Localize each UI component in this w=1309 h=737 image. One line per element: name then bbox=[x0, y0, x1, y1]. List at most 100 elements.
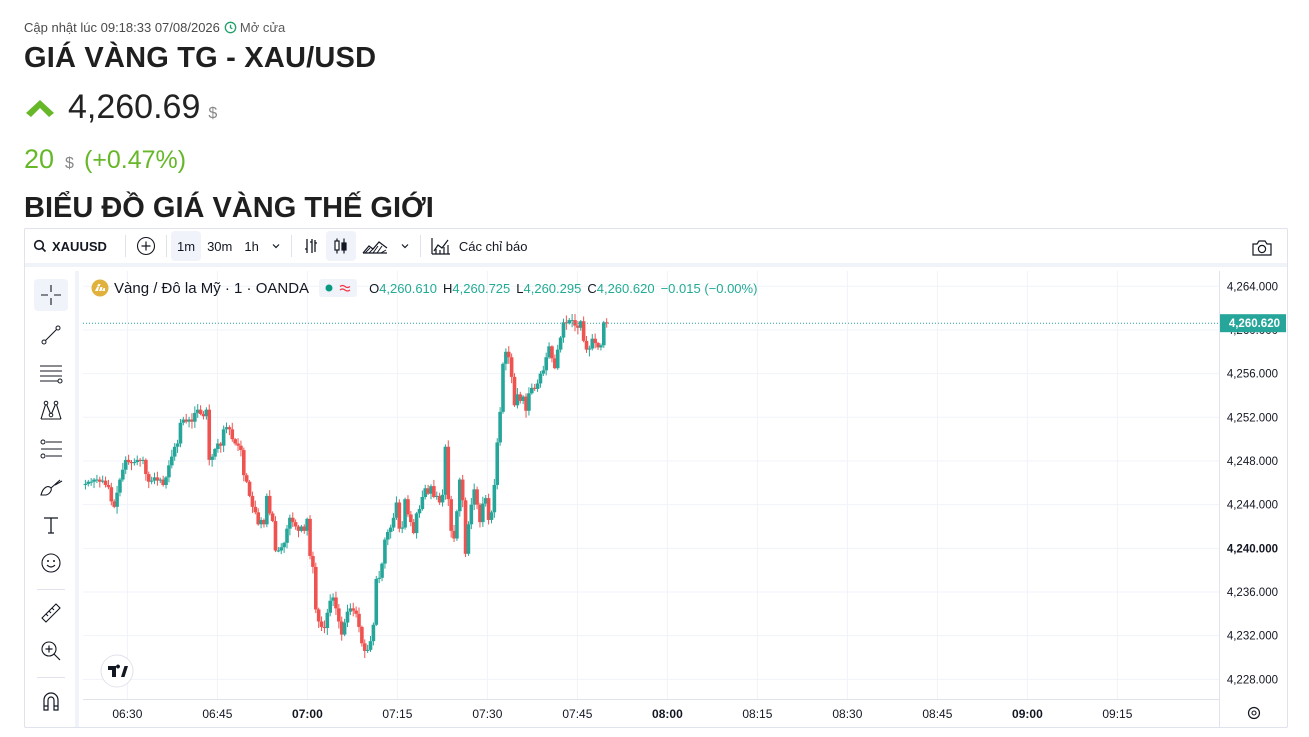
candle-body bbox=[486, 498, 491, 520]
price-change: 20 bbox=[24, 144, 55, 174]
legend-low: 4,260.295 bbox=[523, 280, 582, 296]
candle-body bbox=[348, 608, 353, 612]
market-status: Mở cửa bbox=[224, 20, 285, 35]
chart-widget: XAUUSD 1m 30m 1h Các chỉ báo bbox=[24, 228, 1288, 728]
interval-30m-button[interactable]: 30m bbox=[207, 238, 233, 254]
candle-body bbox=[267, 495, 272, 514]
ruler-tool[interactable] bbox=[34, 597, 68, 629]
candle-body bbox=[374, 578, 379, 625]
candle-body bbox=[265, 495, 269, 525]
fib-tool[interactable] bbox=[34, 433, 68, 465]
change-currency: $ bbox=[65, 155, 74, 172]
candle-body bbox=[524, 396, 528, 411]
pattern-tool[interactable] bbox=[34, 395, 68, 427]
candle-body bbox=[144, 459, 148, 475]
tradingview-logo[interactable] bbox=[100, 654, 134, 688]
candle-body bbox=[351, 608, 356, 611]
chart-settings-button[interactable] bbox=[1247, 706, 1261, 720]
candle-body bbox=[558, 337, 563, 350]
interval-1h-button[interactable]: 1h bbox=[244, 238, 259, 254]
candle-body bbox=[527, 393, 531, 411]
candle-body bbox=[538, 373, 543, 384]
magnet-tool[interactable] bbox=[34, 685, 68, 717]
bars-style-button[interactable] bbox=[296, 231, 326, 261]
chart-style-dropdown-button[interactable] bbox=[394, 231, 416, 261]
price-chart[interactable]: 4,264.0004,260.0004,256.0004,252.0004,24… bbox=[83, 271, 1287, 727]
emoji-tool[interactable] bbox=[34, 547, 68, 579]
y-tick-label: 4,240.000 bbox=[1227, 543, 1278, 555]
candle-body bbox=[89, 481, 93, 483]
candle-body bbox=[345, 611, 350, 623]
chart-area[interactable]: 4,264.0004,260.0004,256.0004,252.0004,24… bbox=[83, 271, 1287, 727]
candle-body bbox=[434, 495, 439, 498]
candle-body bbox=[599, 345, 603, 348]
candle-body bbox=[204, 409, 209, 417]
snapshot-button[interactable] bbox=[1245, 233, 1279, 263]
crosshair-tool[interactable] bbox=[34, 279, 68, 311]
candle-body bbox=[155, 477, 160, 481]
candle-body bbox=[342, 622, 347, 635]
candles-style-button[interactable] bbox=[325, 231, 356, 261]
candle-body bbox=[244, 475, 249, 482]
compare-button[interactable] bbox=[130, 231, 162, 261]
candle-body bbox=[403, 499, 407, 528]
brush-tool[interactable] bbox=[34, 471, 68, 503]
candle-body bbox=[590, 338, 595, 349]
candle-body bbox=[158, 479, 163, 481]
candle-body bbox=[146, 474, 151, 482]
candle-body bbox=[506, 351, 511, 358]
tools-divider bbox=[37, 589, 65, 590]
area-style-button[interactable] bbox=[356, 231, 394, 261]
candle-body bbox=[515, 394, 520, 406]
candle-body bbox=[285, 528, 289, 543]
gear-icon bbox=[1247, 706, 1261, 720]
candle-body bbox=[216, 443, 220, 449]
candle-body bbox=[253, 506, 258, 513]
y-tick-label: 4,264.000 bbox=[1227, 281, 1278, 293]
candle-body bbox=[504, 351, 508, 364]
candle-body bbox=[368, 641, 373, 650]
chart-section-title: BIỂU ĐỒ GIÁ VÀNG THẾ GIỚI bbox=[24, 192, 434, 224]
crosshair-icon bbox=[41, 285, 61, 305]
tools-divider bbox=[37, 677, 65, 678]
candle-body bbox=[256, 512, 260, 525]
symbol-search-button[interactable]: XAUUSD bbox=[25, 231, 121, 261]
candle-body bbox=[400, 527, 404, 529]
interval-dropdown-button[interactable] bbox=[265, 231, 287, 261]
candle-body bbox=[481, 503, 485, 523]
x-tick-label: 07:00 bbox=[292, 707, 323, 721]
candle-body bbox=[521, 396, 525, 401]
interval-1m-button[interactable]: 1m bbox=[171, 231, 202, 261]
candle-body bbox=[221, 429, 226, 446]
candle-body bbox=[458, 479, 462, 512]
legend-close-key: C bbox=[587, 280, 597, 296]
x-tick-label: 07:15 bbox=[382, 707, 412, 721]
candle-body bbox=[302, 526, 307, 531]
candle-body bbox=[282, 542, 286, 548]
y-tick-label: 4,256.000 bbox=[1227, 369, 1278, 381]
candle-body bbox=[532, 387, 537, 389]
candle-body bbox=[92, 479, 96, 482]
text-tool[interactable] bbox=[34, 509, 68, 541]
candle-body bbox=[311, 555, 315, 567]
x-tick-label: 09:15 bbox=[1102, 707, 1132, 721]
market-status-indicator[interactable] bbox=[319, 279, 358, 297]
horizontal-lines-tool[interactable] bbox=[34, 357, 68, 389]
candle-body bbox=[423, 488, 428, 498]
candle-body bbox=[452, 530, 456, 539]
price-change-percent: (+0.47%) bbox=[83, 146, 187, 174]
candle-body bbox=[483, 498, 488, 504]
candle-body bbox=[446, 446, 451, 500]
trend-line-tool[interactable] bbox=[34, 319, 68, 351]
candle-body bbox=[567, 320, 572, 324]
candle-body bbox=[250, 495, 255, 507]
candle-body bbox=[386, 531, 390, 540]
y-tick-label: 4,248.000 bbox=[1227, 456, 1278, 468]
indicators-button[interactable]: Các chỉ báo bbox=[425, 231, 534, 261]
zoom-in-tool[interactable] bbox=[34, 635, 68, 667]
candle-body bbox=[167, 465, 171, 478]
candle-body bbox=[354, 610, 358, 614]
candle-body bbox=[377, 577, 381, 579]
x-tick-label: 06:45 bbox=[202, 707, 232, 721]
candle-body bbox=[181, 419, 186, 423]
